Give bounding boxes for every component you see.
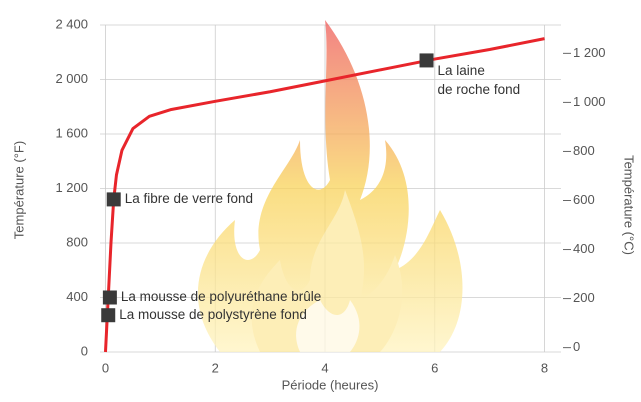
annotation-marker (107, 192, 121, 206)
annotation-label: de roche fond (438, 82, 521, 97)
annotation-marker (103, 291, 117, 305)
y-tick-label: 800 (66, 234, 88, 249)
x-tick-label: 2 (212, 360, 219, 375)
y2-tick-label: 1 000 (573, 94, 606, 109)
y-tick-label: 1 600 (55, 125, 88, 140)
annotation-label: La laine (438, 63, 485, 78)
annotation-marker (101, 308, 115, 322)
y-tick-label: 0 (81, 343, 88, 358)
x-tick-label: 0 (102, 360, 109, 375)
y2-tick-label: 1 200 (573, 45, 606, 60)
y-axis-label: Température (°F) (11, 141, 26, 239)
y2-tick-label: 0 (573, 339, 580, 354)
x-tick-label: 4 (321, 360, 328, 375)
x-axis-label: Période (heures) (282, 377, 379, 392)
chart: 0 400 800 1 200 1 600 2 000 2 400 0 200 400 600 800… (0, 0, 641, 402)
annotation-marker (420, 53, 434, 67)
y-tick-label: 2 000 (55, 71, 88, 86)
y2-tick-label: 200 (573, 290, 595, 305)
y-tick-label: 1 200 (55, 180, 88, 195)
annotation-label: La mousse de polyuréthane brûle (121, 289, 321, 304)
annotation-label: La mousse de polystyrène fond (119, 307, 307, 322)
x-tick-label: 6 (431, 360, 438, 375)
annotation-label: La fibre de verre fond (125, 191, 253, 206)
y-tick-label: 400 (66, 289, 88, 304)
y2-tick-label: 400 (573, 241, 595, 256)
y2-tick-label: 800 (573, 143, 595, 158)
y2-axis-label: Température (°C) (622, 155, 637, 255)
x-tick-label: 8 (541, 360, 548, 375)
y2-tick-label: 600 (573, 192, 595, 207)
y-tick-label: 2 400 (55, 16, 88, 31)
